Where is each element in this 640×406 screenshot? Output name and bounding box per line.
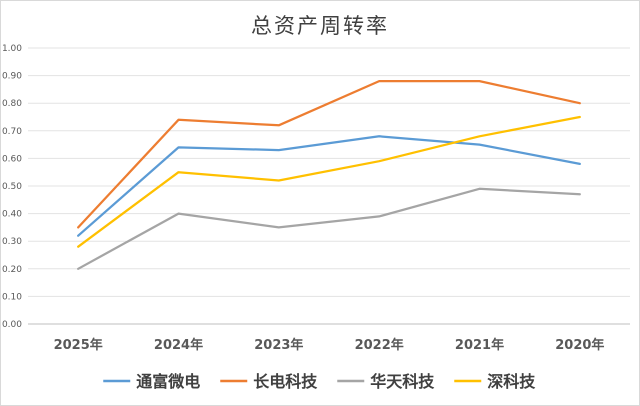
x-tick-label: 2023年 bbox=[254, 337, 303, 353]
grid-lines bbox=[28, 47, 630, 325]
legend: 通富微电 长电科技 华天科技 深科技 bbox=[103, 372, 536, 391]
y-tick-label: 0.40 bbox=[2, 210, 22, 220]
y-tick-label: 0.20 bbox=[2, 265, 22, 275]
x-tick-label: 2020年 bbox=[555, 337, 604, 353]
y-axis-ticks: 0.00 0.10 0.20 0.30 0.40 0.50 0.60 0.70 0.80 0.90… bbox=[2, 44, 22, 330]
y-tick-label: 0.90 bbox=[2, 72, 22, 82]
legend-label: 华天科技 bbox=[370, 372, 435, 391]
legend-label: 长电科技 bbox=[253, 372, 318, 391]
series-line-2 bbox=[77, 79, 581, 229]
x-tick-label: 2025年 bbox=[54, 337, 103, 353]
y-tick-label: 0.70 bbox=[2, 127, 22, 137]
y-tick-label: 0.80 bbox=[2, 99, 22, 109]
series-line-1 bbox=[77, 135, 581, 237]
series-line-4 bbox=[77, 115, 581, 248]
chart-title: 总资产周转率 bbox=[251, 14, 389, 38]
series-line-3 bbox=[77, 187, 581, 270]
series-lines bbox=[77, 79, 581, 270]
x-tick-label: 2022年 bbox=[355, 337, 404, 353]
y-tick-label: 0.30 bbox=[2, 237, 22, 247]
legend-label: 深科技 bbox=[487, 372, 536, 391]
y-tick-label: 0.10 bbox=[2, 292, 22, 302]
y-tick-label: 1.00 bbox=[2, 44, 22, 54]
y-tick-label: 0.00 bbox=[2, 320, 22, 330]
legend-label: 通富微电 bbox=[136, 372, 200, 391]
y-tick-label: 0.60 bbox=[2, 154, 22, 164]
x-axis-ticks: 2025年 2024年 2023年 2022年 2021年 2020年 bbox=[54, 337, 605, 353]
x-tick-label: 2024年 bbox=[154, 337, 203, 353]
y-tick-label: 0.50 bbox=[2, 182, 22, 192]
x-tick-label: 2021年 bbox=[455, 337, 504, 353]
